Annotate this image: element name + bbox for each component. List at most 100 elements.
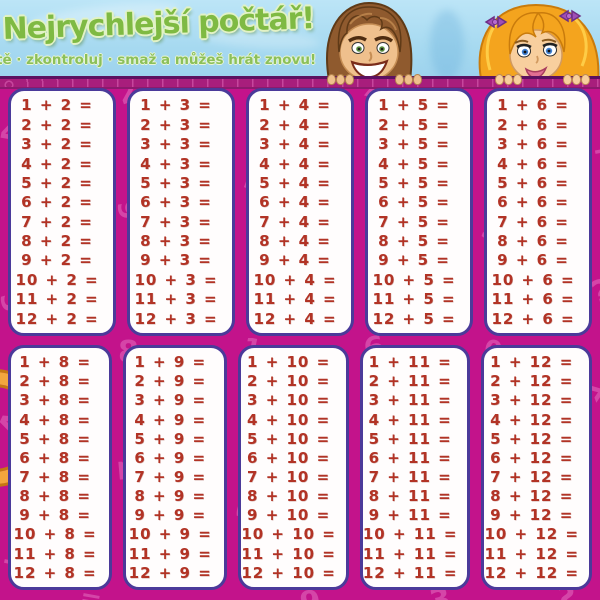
equation-row: 8 + 4 = (259, 232, 331, 250)
equation-row: 6 + 5 = (378, 193, 450, 212)
equation-row: 8 + 5 = (378, 232, 450, 250)
equation-row: 9 + 6 = (497, 251, 569, 270)
equation-row: 12 + 4 = (253, 309, 337, 328)
addition-card-plus-2: 1 + 2 = 2 + 2 = 3 + 2 = 4 + 2 = 5 + 2 = 6 + 2… (8, 88, 116, 336)
equation-row: 3 + 12 = (490, 391, 574, 410)
equation-row: 8 + 12 = (490, 487, 574, 506)
equation-row: 3 + 6 = (497, 135, 569, 154)
equation-row: 11 + 12 = (484, 544, 579, 563)
equation-row: 5 + 3 = (140, 173, 212, 192)
equation-row: 7 + 2 = (21, 212, 93, 231)
equation-row: 11 + 2 = (15, 290, 99, 309)
equation-row: 12 + 2 = (15, 309, 99, 328)
addition-card-plus-11: 1 + 11 = 2 + 11 = 3 + 11 = 4 + 11 = 5 + 11 =… (359, 345, 471, 590)
equation-row: 12 + 3 = (134, 309, 218, 328)
equation-row: 10 + 10 = (241, 525, 336, 544)
equation-row: 10 + 3 = (134, 270, 218, 289)
equation-row: 6 + 6 = (497, 193, 569, 212)
equation-row: 9 + 8 = (19, 506, 91, 525)
cards-grid: 1 + 2 = 2 + 2 = 3 + 2 = 4 + 2 = 5 + 2 = 6 + 2… (8, 88, 592, 590)
equation-row: 11 + 3 = (134, 290, 218, 309)
girl-finger (504, 74, 513, 85)
equation-row: 10 + 4 = (253, 270, 337, 289)
equation-row: 9 + 9 = (134, 506, 207, 525)
equation-row: 3 + 5 = (378, 135, 450, 154)
equation-row: 9 + 12 = (490, 506, 574, 525)
equation-row: 1 + 11 = (368, 353, 452, 372)
equation-row: 3 + 8 = (19, 391, 91, 410)
boy-finger (327, 74, 336, 85)
equation-row: 4 + 5 = (378, 154, 450, 173)
equation-row: 10 + 2 = (15, 270, 99, 289)
boy-finger (395, 74, 404, 85)
equation-row: 2 + 11 = (368, 372, 452, 391)
equation-row: 4 + 6 = (497, 154, 569, 173)
equation-row: 1 + 9 = (134, 353, 207, 372)
equation-row: 6 + 4 = (259, 193, 331, 212)
equation-row: 5 + 10 = (247, 429, 331, 448)
equation-row: 6 + 12 = (490, 448, 574, 467)
boy-finger (413, 74, 422, 85)
equation-row: 9 + 2 = (21, 251, 93, 270)
equation-row: 11 + 9 = (128, 544, 212, 563)
addition-card-plus-5: 1 + 5 = 2 + 5 = 3 + 5 = 4 + 5 = 5 + 5 = 6 + 5… (365, 88, 473, 336)
equation-row: 10 + 9 = (128, 525, 212, 544)
equation-row: 4 + 11 = (368, 410, 452, 429)
equation-row: 7 + 12 = (490, 467, 574, 486)
addition-card-plus-9: 1 + 9 = 2 + 9 = 3 + 9 = 4 + 9 = 5 + 9 = 6 + 9… (123, 345, 228, 590)
equation-row: 6 + 8 = (19, 448, 91, 467)
equation-row: 2 + 3 = (140, 115, 212, 134)
equation-row: 1 + 6 = (497, 96, 569, 115)
equation-row: 1 + 12 = (490, 353, 574, 372)
equation-row: 8 + 6 = (497, 232, 569, 250)
girl-finger (572, 74, 581, 85)
equation-row: 9 + 4 = (259, 251, 331, 270)
equation-row: 4 + 12 = (490, 410, 574, 429)
equation-row: 6 + 3 = (140, 193, 212, 212)
equation-row: 8 + 11 = (368, 487, 452, 506)
addition-card-plus-10: 1 + 10 = 2 + 10 = 3 + 10 = 4 + 10 = 5 + 10 =… (238, 345, 349, 590)
equation-row: 7 + 10 = (247, 467, 331, 486)
equation-row: 5 + 2 = (21, 173, 93, 192)
equation-row: 3 + 10 = (247, 391, 331, 410)
addition-card-plus-3: 1 + 3 = 2 + 3 = 3 + 3 = 4 + 3 = 5 + 3 = 6 + 3… (127, 88, 235, 336)
equation-row: 6 + 10 = (247, 448, 331, 467)
equation-row: 5 + 4 = (259, 173, 331, 192)
equation-row: 3 + 3 = (140, 135, 212, 154)
equation-row: 6 + 9 = (134, 448, 207, 467)
equation-row: 10 + 5 = (372, 270, 456, 289)
equation-row: 9 + 5 = (378, 251, 450, 270)
equation-row: 7 + 9 = (134, 467, 207, 486)
equation-row: 11 + 10 = (241, 544, 336, 563)
equation-row: 11 + 5 = (372, 290, 456, 309)
equation-row: 3 + 9 = (134, 391, 207, 410)
equation-row: 1 + 8 = (19, 353, 91, 372)
equation-row: 9 + 10 = (247, 506, 331, 525)
girl-finger (513, 74, 522, 85)
girl-finger (495, 74, 504, 85)
equation-row: 12 + 6 = (491, 309, 575, 328)
equation-row: 12 + 11 = (362, 563, 458, 582)
cards-row-bottom: 1 + 8 = 2 + 8 = 3 + 8 = 4 + 8 = 5 + 8 = 6 + 8… (8, 345, 592, 590)
equation-row: 11 + 8 = (13, 544, 97, 563)
equation-row: 12 + 5 = (372, 309, 456, 328)
equation-row: 3 + 11 = (368, 391, 452, 410)
addition-card-plus-8: 1 + 8 = 2 + 8 = 3 + 8 = 4 + 8 = 5 + 8 = 6 + 8… (8, 345, 113, 590)
equation-row: 11 + 6 = (491, 290, 575, 309)
boy-character-icon (314, 0, 424, 86)
addition-card-plus-12: 1 + 12 = 2 + 12 = 3 + 12 = 4 + 12 = 5 + 12 =… (481, 345, 592, 590)
equation-row: 2 + 8 = (19, 372, 91, 391)
boy-finger (345, 74, 354, 85)
equation-row: 4 + 8 = (19, 410, 91, 429)
cards-row-top: 1 + 2 = 2 + 2 = 3 + 2 = 4 + 2 = 5 + 2 = 6 + 2… (8, 88, 592, 336)
equation-row: 6 + 11 = (368, 448, 452, 467)
equation-row: 5 + 9 = (134, 429, 207, 448)
equation-row: 4 + 2 = (21, 154, 93, 173)
girl-finger (563, 74, 572, 85)
boy-finger (404, 74, 413, 85)
equation-row: 11 + 4 = (253, 290, 337, 309)
equation-row: 1 + 5 = (378, 96, 450, 115)
equation-row: 11 + 11 = (362, 544, 458, 563)
equation-row: 5 + 6 = (497, 173, 569, 192)
